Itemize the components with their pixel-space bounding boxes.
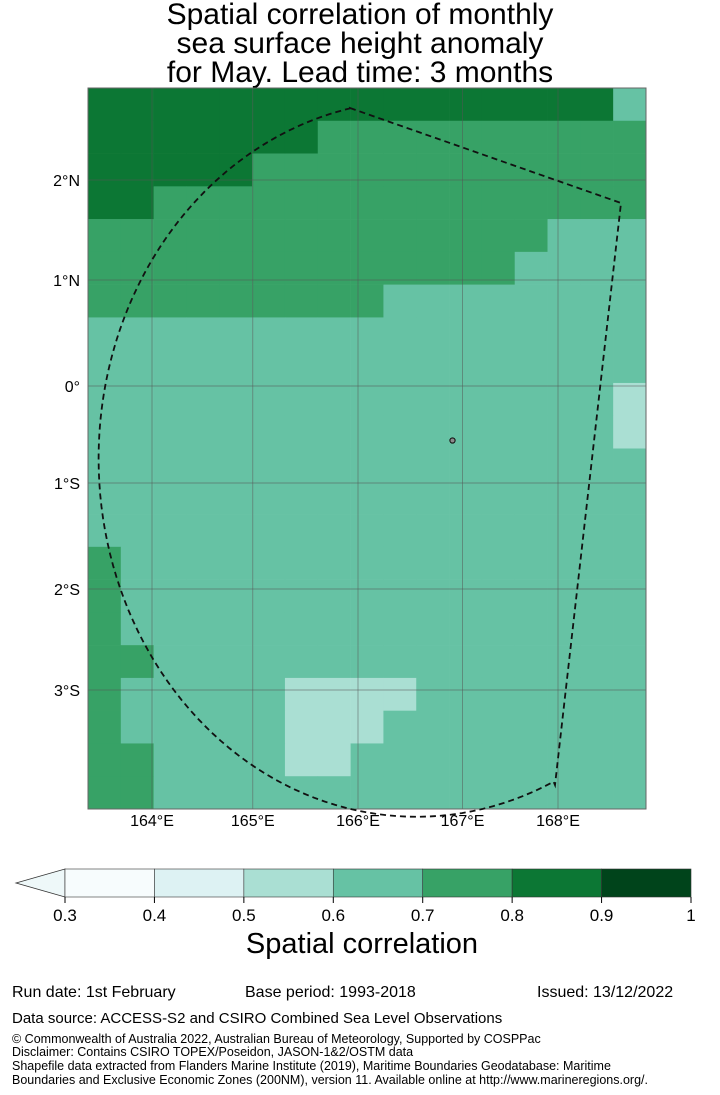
svg-text:1°N: 1°N <box>53 273 80 290</box>
svg-text:Boundaries and Exclusive Econo: Boundaries and Exclusive Economic Zones … <box>12 1073 648 1087</box>
svg-text:168°E: 168°E <box>536 813 580 830</box>
svg-text:2°N: 2°N <box>53 173 80 190</box>
svg-text:2°S: 2°S <box>54 582 80 599</box>
svg-text:0.6: 0.6 <box>321 906 345 925</box>
svg-text:0.9: 0.9 <box>590 906 614 925</box>
svg-text:166°E: 166°E <box>336 813 380 830</box>
svg-text:1: 1 <box>686 906 695 925</box>
svg-text:Base period: 1993-2018: Base period: 1993-2018 <box>245 984 416 1001</box>
svg-text:Disclaimer: Contains CSIRO TOP: Disclaimer: Contains CSIRO TOPEX/Poseido… <box>12 1045 413 1059</box>
svg-text:0°: 0° <box>65 379 80 396</box>
svg-text:Issued: 13/12/2022: Issued: 13/12/2022 <box>537 984 673 1001</box>
svg-text:164°E: 164°E <box>130 813 174 830</box>
svg-text:Run date: 1st February: Run date: 1st February <box>12 984 176 1001</box>
svg-text:© Commonwealth of Australia 20: © Commonwealth of Australia 2022, Austra… <box>12 1032 541 1046</box>
svg-text:Spatial correlation: Spatial correlation <box>246 928 478 960</box>
svg-text:Data source: ACCESS-S2 and CSI: Data source: ACCESS-S2 and CSIRO Combine… <box>12 1010 502 1027</box>
svg-text:0.4: 0.4 <box>143 906 167 925</box>
svg-text:0.8: 0.8 <box>500 906 524 925</box>
svg-text:165°E: 165°E <box>231 813 275 830</box>
svg-text:0.7: 0.7 <box>411 906 435 925</box>
svg-text:Shapefile data extracted from: Shapefile data extracted from Flanders M… <box>12 1059 611 1073</box>
svg-text:0.5: 0.5 <box>232 906 256 925</box>
svg-text:3°S: 3°S <box>54 683 80 700</box>
svg-text:167°E: 167°E <box>441 813 485 830</box>
svg-text:1°S: 1°S <box>54 476 80 493</box>
svg-text:for May. Lead time: 3 months: for May. Lead time: 3 months <box>167 56 553 89</box>
svg-text:0.3: 0.3 <box>53 906 77 925</box>
